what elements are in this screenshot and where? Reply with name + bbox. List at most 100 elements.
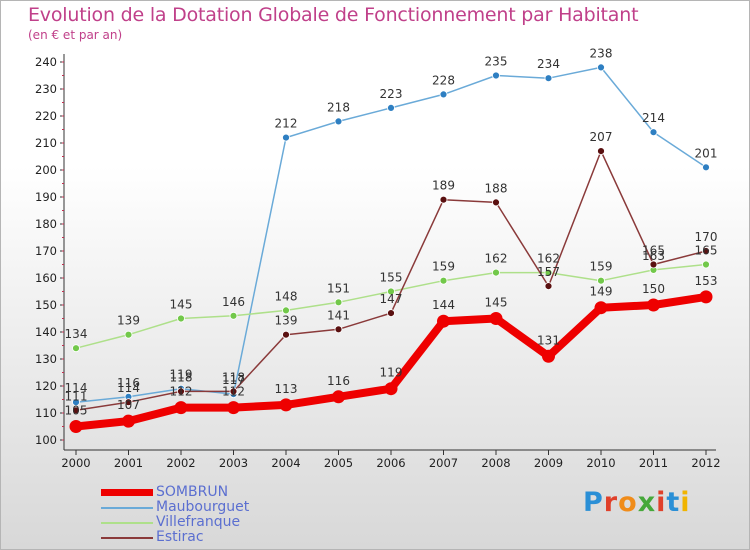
legend-label-maubourguet: Maubourguet bbox=[156, 499, 250, 515]
data-point-maubourguet bbox=[387, 104, 395, 112]
y-tick-label: 150 bbox=[35, 298, 57, 312]
chart-title: Evolution de la Dotation Globale de Fonc… bbox=[28, 4, 639, 26]
y-tick-label: 230 bbox=[35, 82, 57, 96]
data-point-sombrun bbox=[279, 398, 293, 412]
series-villefranque bbox=[72, 260, 710, 353]
data-point-maubourguet bbox=[72, 398, 80, 407]
data-label-maubourguet: 116 bbox=[117, 376, 140, 390]
y-tick-label: 100 bbox=[35, 433, 57, 447]
data-point-sombrun bbox=[332, 390, 345, 404]
data-label-villefranque: 162 bbox=[537, 252, 560, 266]
data-point-villefranque bbox=[439, 276, 448, 285]
x-tick-label: 2012 bbox=[691, 456, 720, 470]
data-point-sombrun bbox=[647, 298, 660, 312]
data-point-maubourguet bbox=[439, 90, 448, 99]
data-point-estirac bbox=[177, 387, 185, 396]
x-tick-label: 2005 bbox=[324, 456, 353, 470]
data-label-estirac: 111 bbox=[65, 389, 88, 403]
y-tick-label: 240 bbox=[35, 55, 57, 69]
data-label-maubourguet: 212 bbox=[275, 117, 298, 131]
legend-swatch-estirac bbox=[101, 537, 153, 539]
data-label-villefranque: 159 bbox=[432, 260, 455, 274]
data-label-villefranque: 159 bbox=[590, 260, 613, 274]
data-label-estirac: 165 bbox=[642, 244, 665, 258]
data-label-villefranque: 145 bbox=[170, 298, 193, 312]
logo-letter: P bbox=[583, 487, 604, 518]
y-tick-label: 180 bbox=[35, 217, 57, 231]
data-point-estirac bbox=[229, 387, 238, 396]
data-point-estirac bbox=[649, 260, 658, 269]
data-point-sombrun bbox=[174, 401, 188, 415]
data-label-maubourguet: 238 bbox=[590, 46, 613, 60]
data-point-maubourguet bbox=[492, 71, 500, 80]
y-tick-label: 140 bbox=[35, 325, 57, 339]
data-label-villefranque: 139 bbox=[117, 314, 140, 328]
data-point-estirac bbox=[544, 282, 553, 291]
data-point-estirac bbox=[72, 406, 80, 415]
x-tick-label: 2007 bbox=[429, 456, 458, 470]
data-point-villefranque bbox=[282, 306, 290, 315]
axes: 100 110 120 130 140 150 160 170 180 190 200 210 220 2… bbox=[35, 54, 721, 470]
data-label-estirac: 118 bbox=[222, 370, 245, 384]
legend-label-sombrun: SOMBRUN bbox=[156, 484, 229, 500]
series-estirac bbox=[72, 147, 710, 415]
y-tick-label: 190 bbox=[35, 190, 57, 204]
data-label-villefranque: 165 bbox=[695, 244, 718, 258]
y-tick-label: 210 bbox=[35, 136, 57, 150]
data-label-maubourguet: 218 bbox=[327, 100, 350, 114]
data-label-villefranque: 134 bbox=[65, 327, 88, 341]
data-label-maubourguet: 235 bbox=[485, 55, 508, 69]
data-point-maubourguet bbox=[544, 74, 553, 83]
data-point-villefranque bbox=[387, 287, 395, 296]
data-point-villefranque bbox=[229, 311, 238, 320]
data-label-sombrun: 144 bbox=[432, 298, 455, 312]
data-label-estirac: 157 bbox=[537, 265, 560, 279]
data-point-estirac bbox=[702, 247, 710, 255]
logo-letter: r bbox=[603, 487, 619, 518]
data-point-estirac bbox=[124, 398, 133, 407]
data-label-maubourguet: 223 bbox=[380, 87, 403, 101]
data-label-villefranque: 162 bbox=[485, 252, 508, 266]
legend-label-villefranque: Villefranque bbox=[156, 514, 241, 530]
series-sombrun bbox=[69, 290, 713, 433]
data-point-sombrun bbox=[69, 420, 83, 433]
series-layer bbox=[69, 63, 713, 433]
data-point-maubourguet bbox=[702, 163, 710, 172]
data-label-sombrun: 153 bbox=[695, 274, 718, 288]
data-point-sombrun bbox=[384, 382, 398, 396]
data-point-maubourguet bbox=[334, 117, 343, 126]
data-label-sombrun: 107 bbox=[117, 398, 140, 412]
data-label-maubourguet: 228 bbox=[432, 73, 455, 87]
y-tick-label: 170 bbox=[35, 244, 57, 258]
data-label-maubourguet: 234 bbox=[537, 57, 560, 71]
logo-letter: t bbox=[666, 487, 681, 518]
data-label-estirac: 141 bbox=[327, 308, 350, 322]
data-label-maubourguet: 117 bbox=[222, 373, 245, 387]
data-point-villefranque bbox=[177, 314, 185, 323]
data-label-sombrun: 113 bbox=[275, 382, 298, 396]
y-tick-label: 120 bbox=[35, 379, 57, 393]
data-point-estirac bbox=[439, 195, 448, 204]
data-label-sombrun: 150 bbox=[642, 282, 665, 296]
data-label-estirac: 189 bbox=[432, 179, 455, 193]
y-tick-label: 200 bbox=[35, 163, 57, 177]
data-point-maubourguet bbox=[649, 128, 658, 137]
data-label-sombrun: 145 bbox=[485, 296, 508, 310]
data-point-villefranque bbox=[72, 344, 80, 353]
data-point-estirac bbox=[387, 309, 395, 318]
data-point-villefranque bbox=[492, 268, 500, 277]
data-label-maubourguet: 114 bbox=[65, 381, 88, 395]
data-label-estirac: 188 bbox=[485, 181, 508, 195]
data-point-estirac bbox=[597, 147, 605, 156]
series-line-maubourguet bbox=[75, 66, 707, 403]
data-label-maubourguet: 214 bbox=[642, 111, 665, 125]
data-label-estirac: 147 bbox=[380, 292, 403, 306]
logo-letter: o bbox=[618, 487, 638, 518]
data-label-maubourguet: 119 bbox=[170, 368, 193, 382]
data-label-villefranque: 146 bbox=[222, 295, 245, 309]
data-point-sombrun bbox=[542, 349, 555, 363]
data-label-villefranque: 155 bbox=[380, 271, 403, 285]
data-point-sombrun bbox=[437, 314, 450, 328]
